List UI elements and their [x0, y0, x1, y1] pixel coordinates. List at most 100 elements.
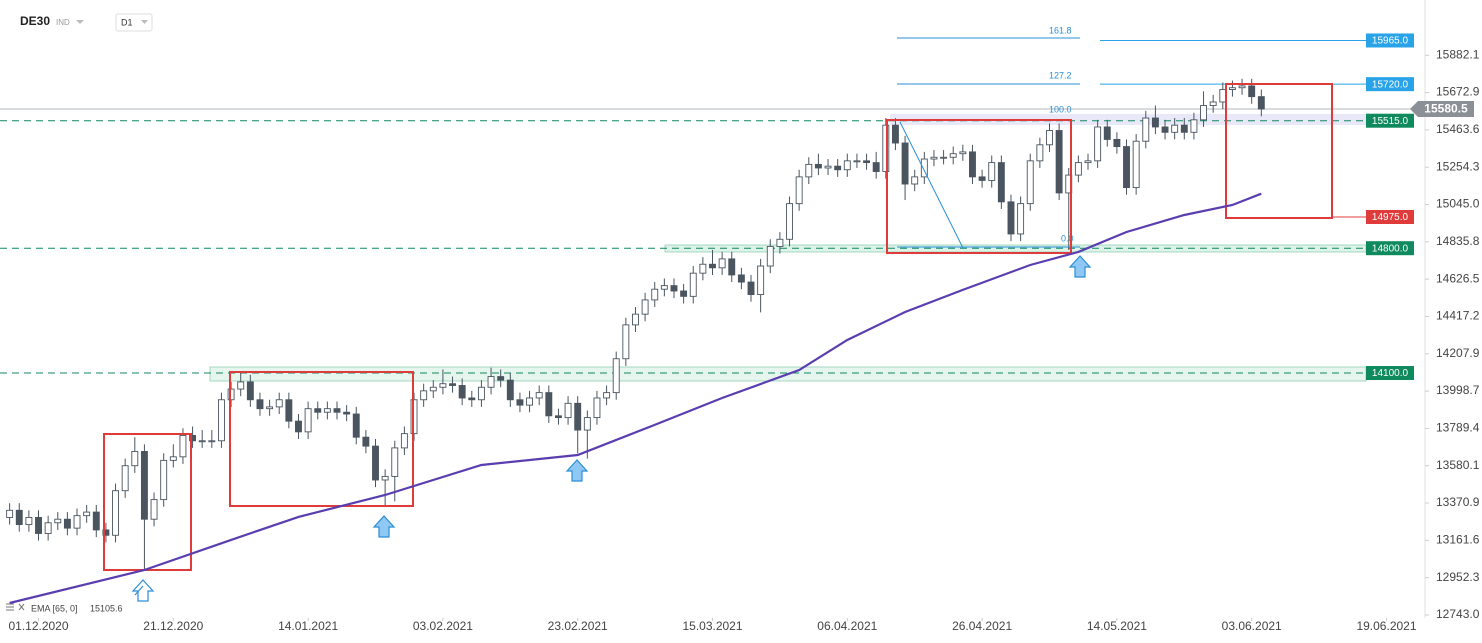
level-tag — [1366, 366, 1414, 381]
candle-body — [121, 465, 129, 492]
x-tick-label: 21.12.2020 — [143, 619, 203, 633]
candle-body — [458, 385, 466, 399]
candle-body — [1113, 138, 1121, 148]
level-tag — [1366, 209, 1414, 224]
candle-body — [795, 176, 803, 205]
level-tag — [1366, 113, 1414, 128]
candle-body — [689, 272, 697, 297]
ema-name: EMA [65, 0] — [31, 603, 78, 613]
candle-body — [237, 381, 245, 390]
candle-body — [776, 238, 784, 247]
candle-body — [882, 124, 890, 172]
candle-body — [709, 263, 716, 269]
candle-body — [140, 451, 148, 520]
y-tick-label: 12743.0 — [1436, 607, 1480, 621]
candle-body — [1132, 140, 1140, 189]
candle-body — [314, 408, 322, 413]
candle-body — [949, 153, 957, 158]
candle-body — [1017, 203, 1025, 235]
last-price-tag — [1410, 101, 1474, 118]
candle-body — [1055, 130, 1063, 194]
candle-body — [564, 402, 572, 419]
candle-body — [429, 386, 437, 392]
candle-body — [1238, 85, 1246, 89]
x-tick-label: 03.06.2021 — [1222, 619, 1282, 633]
fib-trend-line — [899, 121, 964, 249]
candle-body — [246, 381, 254, 401]
level-label: 15965.0 — [1372, 36, 1409, 47]
candle-body — [73, 515, 81, 529]
candle-body — [218, 399, 225, 442]
candle-body — [969, 151, 976, 178]
candle-body — [651, 288, 659, 301]
candle-body — [1180, 124, 1188, 133]
candle-body — [1036, 144, 1044, 162]
candle-body — [747, 281, 755, 296]
ema-line — [9, 192, 1262, 605]
candle-body — [554, 415, 562, 419]
dropdown-caret[interactable] — [141, 20, 148, 24]
candle-body — [757, 265, 765, 296]
symbol: DE30 — [20, 14, 50, 28]
x-tick-label: 14.05.2021 — [1087, 619, 1147, 633]
dropdown-caret[interactable] — [76, 20, 84, 24]
candle-body — [863, 160, 871, 164]
x-tick-label: 06.04.2021 — [817, 619, 877, 633]
candle-body — [872, 162, 880, 172]
close-icon[interactable] — [18, 603, 25, 611]
candle-body — [930, 156, 938, 160]
ema-value: 15105.6 — [90, 603, 123, 613]
candle-body — [343, 411, 351, 415]
candle-body — [805, 163, 813, 178]
x-tick-label: 03.02.2021 — [413, 619, 473, 633]
candle-body — [737, 274, 745, 283]
candle-body — [1161, 126, 1169, 133]
candle-body — [92, 511, 100, 531]
zone-15515 — [890, 114, 1366, 125]
interval-select[interactable] — [115, 13, 153, 32]
candle-body — [603, 392, 611, 399]
candle-body — [323, 408, 331, 413]
fib-label: 100.0 — [1049, 104, 1072, 114]
candle-body — [208, 440, 216, 443]
candle-body — [150, 499, 158, 520]
candle-body — [1257, 96, 1265, 110]
candle-body — [1074, 162, 1082, 176]
candle-body — [497, 376, 505, 381]
last-price-label: 15580.5 — [1424, 102, 1468, 116]
candle-body — [766, 245, 774, 267]
candle-body — [1123, 146, 1130, 189]
x-tick-label: 19.06.2021 — [1356, 619, 1416, 633]
candle-body — [535, 392, 543, 399]
x-tick-label: 15.03.2021 — [682, 619, 742, 633]
level-label: 14800.0 — [1372, 243, 1409, 254]
y-tick-label: 15045.0 — [1436, 197, 1480, 211]
level-tag — [1366, 241, 1414, 256]
candle-body — [169, 456, 177, 461]
candle-body — [1103, 126, 1111, 140]
range-box — [886, 119, 1072, 254]
up-arrow — [1068, 255, 1092, 278]
candle-body — [978, 176, 986, 181]
candle-body — [391, 447, 399, 477]
candle-body — [545, 392, 553, 417]
candle-body — [1046, 130, 1053, 146]
candle-body — [632, 313, 639, 326]
candle-body — [718, 258, 726, 269]
candle-body — [275, 399, 283, 408]
up-arrow — [131, 579, 155, 602]
candle-body — [1171, 124, 1179, 133]
candle-body — [352, 413, 360, 438]
candle-body — [1094, 126, 1102, 162]
candle-body — [54, 518, 62, 524]
candle-body — [680, 290, 688, 297]
candle-body — [333, 408, 341, 413]
y-tick-label: 15463.6 — [1436, 122, 1480, 136]
x-tick-label: 26.04.2021 — [952, 619, 1012, 633]
candle-body — [997, 162, 1005, 203]
candle-body — [901, 142, 909, 185]
up-arrow — [565, 459, 589, 482]
candles — [6, 78, 1265, 570]
candle-body — [266, 406, 274, 410]
